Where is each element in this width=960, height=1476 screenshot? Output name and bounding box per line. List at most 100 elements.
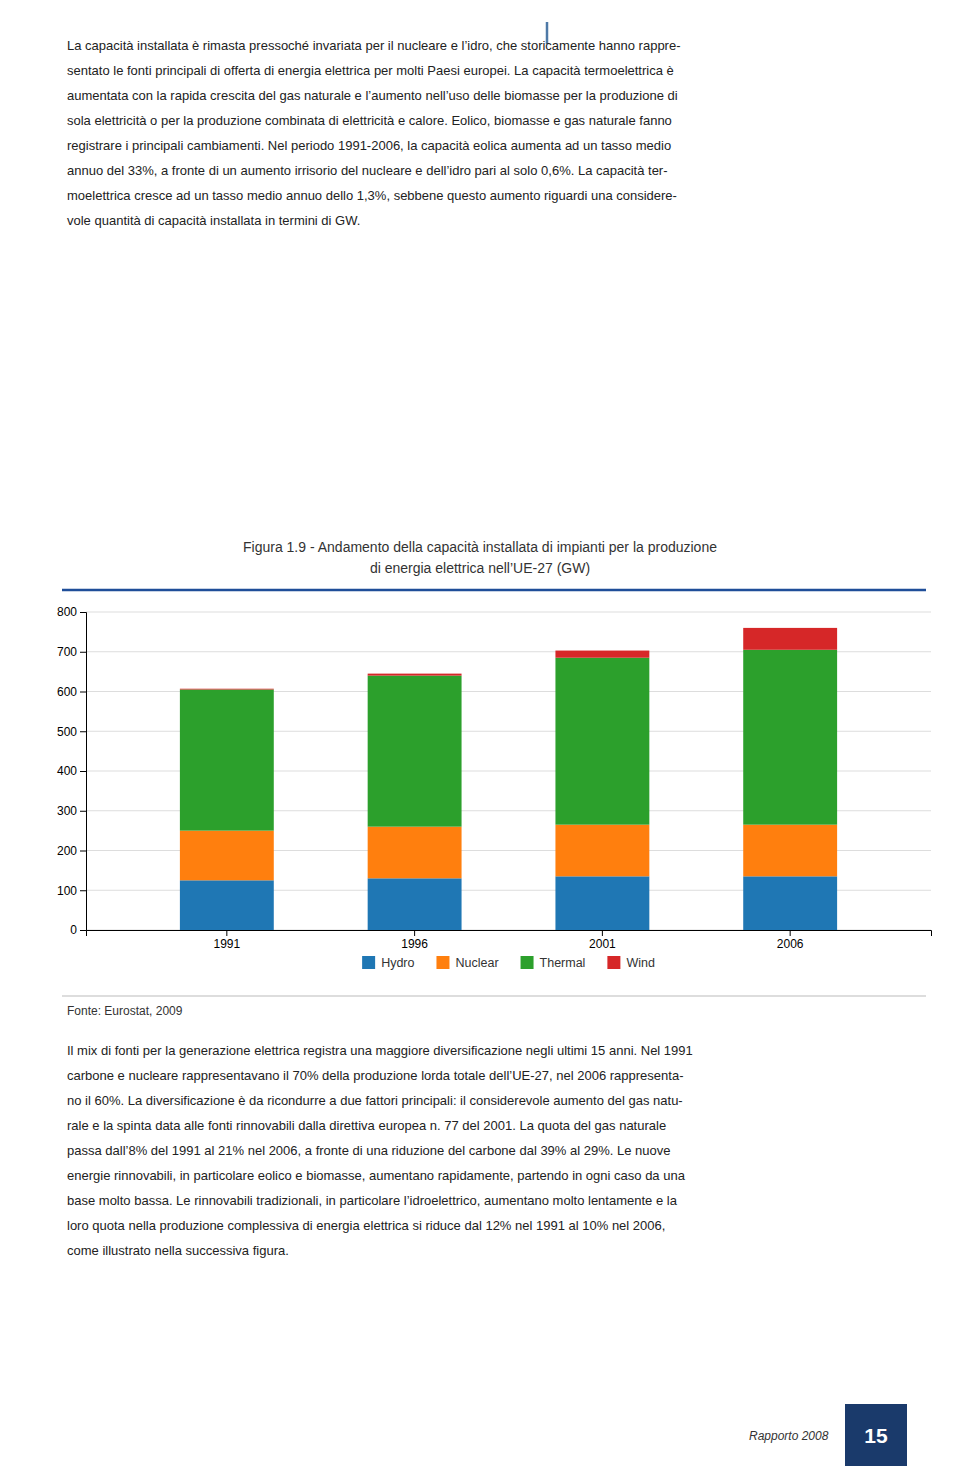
body-text: Il mix di fonti per la generazione elett… bbox=[67, 1043, 693, 1258]
y-tick-label: 300 bbox=[57, 804, 77, 818]
bar-series bbox=[180, 825, 837, 881]
legend-label: Nuclear bbox=[455, 956, 498, 970]
page: La capacità installata è rimasta pressoc… bbox=[0, 0, 960, 1476]
legend-label: Thermal bbox=[540, 956, 586, 970]
y-tick-label: 100 bbox=[57, 884, 77, 898]
bar bbox=[368, 878, 462, 930]
body-text-line: base molto bassa. Le rinnovabili tradizi… bbox=[67, 1193, 678, 1208]
body-text-line: aumentata con la rapida crescita del gas… bbox=[67, 88, 678, 103]
x-tick-label: 1996 bbox=[401, 937, 428, 951]
x-tick: 1991 bbox=[213, 930, 240, 951]
bars bbox=[180, 628, 837, 930]
body-text: La capacità installata è rimasta pressoc… bbox=[67, 38, 681, 228]
bar bbox=[743, 650, 837, 825]
body-text-line: loro quota nella produzione complessiva … bbox=[67, 1218, 665, 1233]
y-tick: 0 bbox=[70, 923, 86, 937]
body-text-line: rale e la spinta data alle fonti rinnova… bbox=[67, 1118, 666, 1133]
body-text-line: sola elettricità o per la produzione com… bbox=[67, 113, 672, 128]
legend-swatch bbox=[607, 956, 620, 969]
body-text-line: vole quantità di capacità installata in … bbox=[67, 213, 360, 228]
legend-label: Wind bbox=[626, 956, 655, 970]
bar bbox=[555, 658, 649, 825]
bar bbox=[555, 651, 649, 658]
source-text-line: Fonte: Eurostat, 2009 bbox=[67, 1004, 183, 1018]
bar bbox=[743, 628, 837, 650]
y-tick: 400 bbox=[57, 764, 86, 778]
y-axis-line bbox=[80, 613, 87, 931]
y-tick: 100 bbox=[57, 884, 86, 898]
separator-line bbox=[62, 996, 926, 997]
y-tick-label: 700 bbox=[57, 645, 77, 659]
legend-item: Thermal bbox=[521, 956, 586, 970]
chart-title-line: Figura 1.9 - Andamento della capacità in… bbox=[243, 539, 717, 555]
bar bbox=[180, 690, 274, 831]
legend-item: Hydro bbox=[362, 956, 414, 970]
footer-text: Rapporto 2008 bbox=[749, 1429, 829, 1443]
bar-series bbox=[180, 628, 837, 690]
legend-item: Nuclear bbox=[436, 956, 498, 970]
body-text-line: come illustrato nella successiva figura. bbox=[67, 1243, 289, 1258]
y-tick-mark bbox=[80, 930, 86, 931]
y-tick-label: 0 bbox=[70, 923, 77, 937]
x-tick-mark bbox=[226, 930, 227, 936]
legend-swatch bbox=[521, 956, 534, 969]
bar bbox=[368, 827, 462, 879]
y-tick-label: 200 bbox=[57, 844, 77, 858]
grid bbox=[86, 612, 931, 930]
page-badge bbox=[845, 1404, 907, 1466]
y-tick-label: 600 bbox=[57, 685, 77, 699]
chart-title: Figura 1.9 - Andamento della capacità in… bbox=[243, 539, 717, 576]
x-tick: 2001 bbox=[589, 930, 616, 951]
y-tick-mark bbox=[80, 612, 86, 613]
y-tick-mark bbox=[80, 890, 86, 891]
x-tick-label: 2001 bbox=[589, 937, 616, 951]
bar bbox=[180, 831, 274, 881]
bar bbox=[555, 876, 649, 930]
bar bbox=[368, 676, 462, 827]
body-text-line: moelettrica cresce ad un tasso medio ann… bbox=[67, 188, 677, 203]
x-tick: 1996 bbox=[401, 930, 428, 951]
y-tick-label: 400 bbox=[57, 764, 77, 778]
x-tick: 2006 bbox=[777, 930, 804, 951]
y-tick-mark bbox=[80, 811, 86, 812]
y-tick-mark bbox=[80, 771, 86, 772]
bar bbox=[180, 688, 274, 690]
grid-line bbox=[86, 612, 931, 613]
x-tick-mark bbox=[414, 930, 415, 936]
body-text-line: registrare i principali cambiamenti. Nel… bbox=[67, 138, 671, 153]
y-tick-label: 500 bbox=[57, 725, 77, 739]
y-tick: 600 bbox=[57, 685, 86, 699]
page-number: 15 bbox=[864, 1424, 888, 1447]
x-axis: 1991 1996 2001 2006 bbox=[87, 930, 932, 951]
body-text-line: sentato le fonti principali di offerta d… bbox=[67, 63, 674, 78]
bar bbox=[743, 825, 837, 877]
y-tick-mark bbox=[80, 731, 86, 732]
x-tick-label: 2006 bbox=[777, 937, 804, 951]
y-tick: 700 bbox=[57, 645, 86, 659]
body-text-line: annuo del 33%, a fronte di un aumento ir… bbox=[67, 163, 668, 178]
y-tick: 200 bbox=[57, 844, 86, 858]
bar bbox=[555, 825, 649, 877]
y-tick-mark bbox=[80, 652, 86, 653]
footer-text-line: Rapporto 2008 bbox=[749, 1429, 829, 1443]
bar-series bbox=[180, 876, 837, 930]
y-tick: 800 bbox=[57, 605, 86, 619]
legend-label: Hydro bbox=[381, 956, 414, 970]
bar bbox=[368, 674, 462, 676]
y-tick: 300 bbox=[57, 804, 86, 818]
page-number-line: 15 bbox=[864, 1424, 888, 1447]
bar-series bbox=[180, 650, 837, 831]
body-text-line: energie rinnovabili, in particolare eoli… bbox=[67, 1168, 686, 1183]
chart-title-line: di energia elettrica nell’UE-27 (GW) bbox=[370, 560, 590, 576]
legend-swatch bbox=[436, 956, 449, 969]
y-tick-mark bbox=[80, 692, 86, 693]
bar bbox=[180, 880, 274, 930]
body-text-line: passa dall’8% del 1991 al 21% nel 2006, … bbox=[67, 1143, 670, 1158]
x-tick-mark bbox=[602, 930, 603, 936]
body-text-line: no il 60%. La diversificazione è da rico… bbox=[67, 1093, 683, 1108]
body-text-line: La capacità installata è rimasta pressoc… bbox=[67, 38, 681, 53]
body-text-line: carbone e nucleare rappresentavano il 70… bbox=[67, 1068, 683, 1083]
body-text-line: Il mix di fonti per la generazione elett… bbox=[67, 1043, 693, 1058]
y-axis: 0 100 200 300 400 500 600 700 800 bbox=[57, 605, 87, 937]
section-line bbox=[62, 589, 926, 592]
